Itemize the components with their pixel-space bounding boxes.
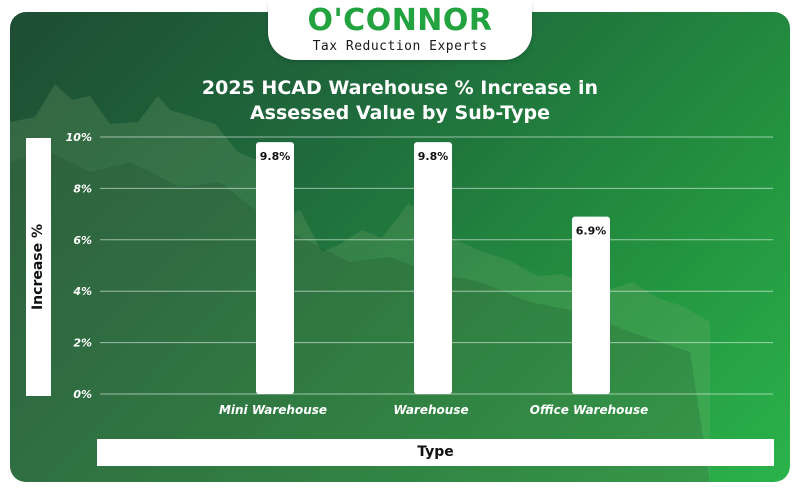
chart-title: 2025 HCAD Warehouse % Increase in Assess…	[150, 76, 650, 126]
y-tick-label: 4%	[72, 285, 92, 298]
x-tick-label: Mini Warehouse	[219, 403, 327, 417]
x-tick-label: Warehouse	[393, 403, 468, 417]
bar	[256, 142, 294, 394]
data-label: 9.8%	[260, 150, 291, 163]
x-axis-label-box	[97, 439, 774, 466]
data-label: 9.8%	[418, 150, 449, 163]
y-tick-label: 2%	[73, 337, 92, 350]
x-tick-label: Office Warehouse	[530, 403, 648, 417]
brand-tagline: Tax Reduction Experts	[312, 39, 488, 54]
bar	[572, 216, 610, 394]
y-tick-label: 6%	[73, 234, 92, 247]
chart-panel	[10, 12, 790, 482]
chart-title-line-2: Assessed Value by Sub-Type	[249, 102, 551, 124]
brand-name: O'CONNOR	[307, 3, 493, 38]
y-tick-label: 0%	[73, 388, 92, 401]
data-label: 6.9%	[576, 225, 607, 238]
y-axis-label-box	[26, 138, 51, 396]
y-tick-label: 8%	[73, 182, 92, 195]
x-axis-label: Type	[417, 444, 454, 460]
brand-logo: O'CONNOR Tax Reduction Experts	[268, 0, 532, 60]
bar	[414, 142, 452, 394]
background-mountains	[10, 84, 710, 482]
chart-title-line-1: 2025 HCAD Warehouse % Increase in	[201, 77, 599, 99]
y-tick-label: 10%	[66, 131, 92, 144]
